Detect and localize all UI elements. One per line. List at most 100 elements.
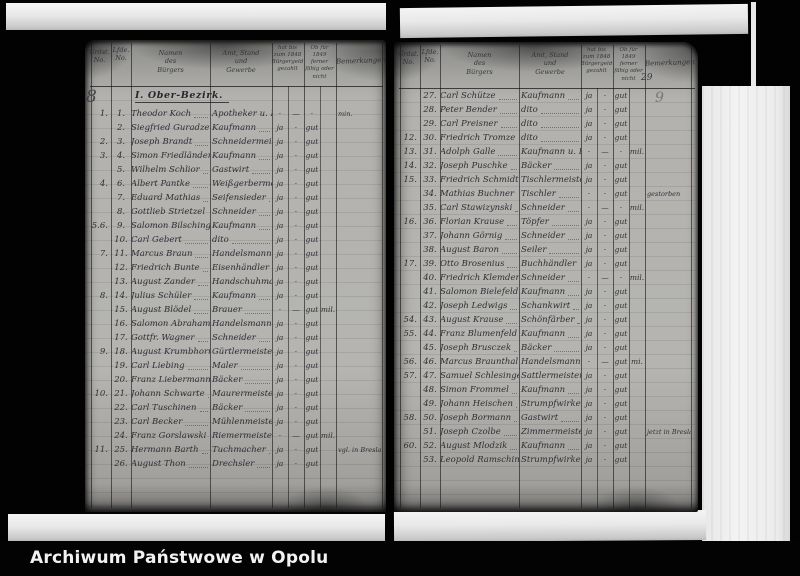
cell-g bbox=[400, 103, 420, 117]
cell-g: 7. bbox=[99, 249, 108, 259]
table-row: 12. Friedrich Bunte Eisenhändler ja · gut bbox=[85, 261, 383, 275]
cell-name: Joseph Ledwigs bbox=[440, 299, 519, 313]
cell-trade: Gastwirt bbox=[519, 411, 581, 425]
table-row: 29. Carl Preisner dito ja · gut bbox=[394, 117, 695, 131]
scanner-band-top-right bbox=[399, 3, 749, 39]
cell-m3: gut bbox=[305, 319, 319, 328]
cell-m1: · bbox=[587, 189, 591, 198]
cell-m1: ja bbox=[276, 291, 284, 300]
cell-trade: Kaufmann bbox=[519, 285, 581, 299]
cell-m3: gut bbox=[614, 371, 628, 380]
cell-m4 bbox=[629, 89, 645, 103]
cell-m3: gut bbox=[614, 161, 628, 170]
cell-m2: · bbox=[294, 333, 298, 342]
cell-g bbox=[91, 275, 111, 289]
subcolumn-divider bbox=[629, 88, 630, 508]
cell-trade: Kaufmann bbox=[210, 219, 272, 233]
cell-m4 bbox=[320, 457, 336, 471]
cell-name: Johann Görnig bbox=[440, 229, 519, 243]
cell-m4: mi. bbox=[631, 357, 643, 366]
cell-m4: mil. bbox=[629, 273, 645, 282]
cell-m4 bbox=[629, 369, 645, 383]
cell-n: 40. bbox=[423, 273, 437, 283]
cell-trade: Bäcker bbox=[210, 373, 272, 387]
cell-m2: · bbox=[294, 193, 298, 202]
table-row: 41. Salomon Bielefeld Kaufmann ja · gut bbox=[394, 285, 695, 299]
cell-m2: — bbox=[292, 431, 300, 440]
cell-g bbox=[91, 429, 111, 443]
cell-m2: · bbox=[294, 291, 298, 300]
cell-m3: gut bbox=[614, 287, 628, 296]
register-page-right: Grdst. No. Lfde. No. Namen des Bürgers A… bbox=[394, 42, 698, 512]
cell-m2: · bbox=[294, 403, 298, 412]
cell-m2: · bbox=[603, 91, 607, 100]
column-divider bbox=[304, 43, 305, 508]
cell-name: Joseph Bormann bbox=[440, 411, 519, 425]
cell-m3: gut bbox=[305, 291, 319, 300]
cell-m3: gut bbox=[305, 207, 319, 216]
cell-trade: Handelsmann bbox=[212, 319, 272, 329]
cell-name: August Thon bbox=[131, 457, 210, 471]
cell-m2: · bbox=[294, 165, 298, 174]
column-header-trade: Amt, Stand und Gewerbe bbox=[531, 51, 569, 76]
table-row: 8. Gottlieb Strietzel Schneider ja · gut bbox=[85, 205, 383, 219]
cell-rem bbox=[336, 163, 382, 177]
cell-g bbox=[400, 243, 420, 257]
cell-m1: · bbox=[278, 305, 282, 314]
cell-trade: Weißgerbermeister bbox=[212, 179, 272, 189]
page-number-left: 8 bbox=[86, 87, 97, 107]
cell-n: 17. bbox=[114, 333, 128, 343]
page-number-right: 9 bbox=[655, 90, 664, 106]
cell-m3: gut bbox=[305, 305, 319, 314]
cell-m2: · bbox=[603, 245, 607, 254]
cell-m1: ja bbox=[585, 315, 593, 324]
cell-m3: gut bbox=[614, 119, 628, 128]
cell-m3: gut bbox=[305, 123, 319, 132]
cell-m2: · bbox=[294, 459, 298, 468]
header-divider bbox=[90, 86, 383, 87]
cell-n: 39. bbox=[423, 259, 437, 269]
cell-m4 bbox=[320, 205, 336, 219]
cell-trade: dito bbox=[519, 117, 581, 131]
cell-n: 20. bbox=[114, 375, 128, 385]
cell-m1: ja bbox=[276, 319, 284, 328]
cell-m2: — bbox=[601, 357, 609, 366]
cell-m4 bbox=[320, 247, 336, 261]
cell-m1: ja bbox=[585, 371, 593, 380]
cell-name: Albert Pantke bbox=[131, 177, 210, 191]
cell-name: Florian Krause bbox=[440, 215, 519, 229]
cell-m2: · bbox=[603, 371, 607, 380]
cell-m3: gut bbox=[614, 315, 628, 324]
cell-m1: ja bbox=[276, 179, 284, 188]
table-row: 24. Franz Gorslawski Riemermeister · — gut mil… bbox=[85, 429, 383, 443]
cell-m4 bbox=[320, 317, 336, 331]
scanner-band-bottom-left bbox=[8, 514, 385, 541]
cell-m4 bbox=[320, 121, 336, 135]
cell-trade: Seifensieder bbox=[210, 191, 272, 205]
cell-m4 bbox=[629, 299, 645, 313]
cell-m3: gut bbox=[305, 249, 319, 258]
cell-name: Carl Stawizynski bbox=[440, 201, 519, 215]
cell-g: 55. bbox=[403, 329, 417, 339]
archive-caption: Archiwum Państwowe w Opolu bbox=[30, 548, 329, 568]
cell-m4 bbox=[320, 443, 336, 457]
subcolumn-divider bbox=[320, 86, 321, 508]
cell-name: Siegfried Guradze bbox=[131, 123, 210, 133]
cell-m3: gut bbox=[614, 217, 628, 226]
scanner-band-bottom-right bbox=[393, 510, 707, 542]
cell-rem bbox=[645, 383, 691, 397]
cell-rem bbox=[645, 355, 691, 369]
cell-trade: Bäcker bbox=[519, 341, 581, 355]
column-header-remarks: Bemerkungen bbox=[644, 58, 695, 68]
cell-m2: · bbox=[294, 445, 298, 454]
cell-m3: gut bbox=[305, 333, 319, 342]
caption-bar: Archiwum Państwowe w Opolu bbox=[0, 541, 800, 576]
cell-rem: jetzt in Breslau bbox=[647, 428, 691, 436]
cell-m2: · bbox=[294, 417, 298, 426]
cell-trade: Sattlermeister bbox=[521, 371, 581, 381]
cell-n: 46. bbox=[423, 357, 437, 367]
table-row: 2. 3. Joseph BrandtSchneidermeister ja · gut bbox=[85, 135, 383, 149]
cell-trade: Tuchmacher bbox=[210, 443, 272, 457]
cell-m1: ja bbox=[276, 459, 284, 468]
